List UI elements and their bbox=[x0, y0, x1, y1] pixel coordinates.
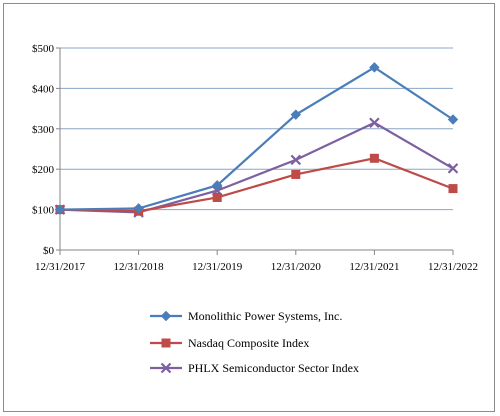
data-point bbox=[291, 169, 301, 179]
data-point bbox=[211, 180, 223, 191]
data-point bbox=[54, 204, 66, 215]
data-point bbox=[448, 184, 458, 194]
series-line bbox=[59, 157, 454, 213]
x-tick-label: 12/31/2020 bbox=[271, 261, 322, 273]
legend-marker bbox=[160, 362, 172, 374]
series-line bbox=[59, 121, 454, 214]
chart-frame bbox=[3, 3, 495, 412]
data-point bbox=[290, 109, 302, 120]
y-tick-label: $500 bbox=[32, 43, 55, 55]
legend-marker bbox=[161, 338, 171, 348]
legend-marker bbox=[160, 310, 172, 322]
legend-label: Nasdaq Composite Index bbox=[188, 336, 309, 350]
y-tick-label: $400 bbox=[32, 83, 55, 95]
y-tick-label: $100 bbox=[32, 205, 55, 217]
y-tick-label: $0 bbox=[43, 245, 55, 257]
data-point bbox=[447, 114, 459, 125]
data-point bbox=[212, 192, 222, 202]
data-point bbox=[369, 153, 379, 163]
x-tick-labels: 12/31/2017 12/31/2018 12/31/2019 12/31/2020… bbox=[35, 261, 478, 273]
data-point bbox=[369, 117, 380, 129]
data-point bbox=[447, 163, 459, 174]
x-tick-label: 12/31/2022 bbox=[428, 261, 478, 273]
series bbox=[54, 62, 459, 215]
series bbox=[55, 153, 458, 216]
series-group bbox=[54, 62, 459, 218]
legend-item: PHLX Semiconductor Sector Index bbox=[150, 361, 359, 375]
x-tick-label: 12/31/2019 bbox=[192, 261, 243, 273]
data-point bbox=[369, 62, 380, 73]
legend-label: Monolithic Power Systems, Inc. bbox=[188, 309, 342, 323]
legend-item: Nasdaq Composite Index bbox=[150, 336, 309, 350]
y-tick-label: $200 bbox=[32, 164, 55, 176]
y-tick-labels: $0 $100 $200 $300 $400 $500 bbox=[32, 43, 55, 257]
x-tick-label: 12/31/2017 bbox=[35, 261, 86, 273]
y-tick-label: $300 bbox=[32, 124, 55, 136]
legend-label: PHLX Semiconductor Sector Index bbox=[188, 361, 359, 375]
series-line bbox=[59, 66, 454, 211]
x-tick-label: 12/31/2018 bbox=[114, 261, 165, 273]
x-tick-label: 12/31/2021 bbox=[349, 261, 399, 273]
legend: Monolithic Power Systems, Inc. Nasdaq Com… bbox=[150, 309, 359, 375]
data-point bbox=[290, 154, 302, 166]
legend-item: Monolithic Power Systems, Inc. bbox=[150, 309, 342, 323]
data-point bbox=[133, 203, 144, 214]
